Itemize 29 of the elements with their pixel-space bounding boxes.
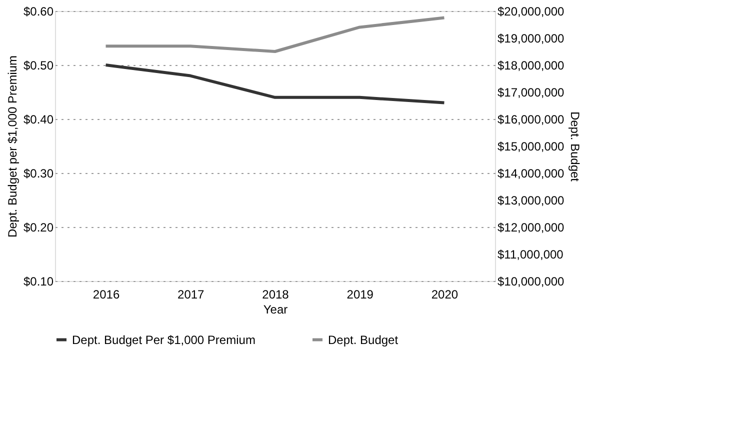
y-axis-title: Dept. Budget per $1,000 Premium [5,55,20,238]
y2-tick-label: $20,000,000 [498,4,565,18]
y2-tick-label: $16,000,000 [498,112,565,126]
y2-tick-label: $13,000,000 [498,194,565,208]
x-tick-label: 2019 [346,288,374,302]
line-series [104,64,446,104]
x-axis-title: Year [263,302,288,316]
y-tick-label: $0.10 [23,274,54,288]
y-tick-label: $0.20 [23,220,54,234]
y2-tick-label: $14,000,000 [498,166,565,180]
y-tick-label: $0.50 [23,58,54,72]
x-tick-label: 2020 [431,288,458,302]
line-series [104,16,446,53]
x-tick-label: 2017 [178,288,205,302]
y-tick-label: $0.40 [23,112,54,126]
y2-tick-label: $10,000,000 [498,274,565,288]
y2-tick-label: $15,000,000 [498,140,565,154]
y-tick-label: $0.60 [23,4,54,18]
y2-tick-label: $18,000,000 [498,58,565,72]
x-tick-label: 2018 [262,288,290,302]
legend-label: Dept. Budget [328,332,399,347]
y2-tick-label: $11,000,000 [498,248,564,262]
y2-axis-title: Dept. Budget [568,111,582,182]
y2-tick-label: $19,000,000 [498,32,565,46]
y-tick-label: $0.30 [23,166,54,180]
y2-tick-label: $17,000,000 [498,86,565,100]
y2-tick-label: $12,000,000 [498,220,565,234]
legend-label: Dept. Budget Per $1,000 Premium [72,332,256,347]
x-tick-label: 2016 [92,288,120,302]
